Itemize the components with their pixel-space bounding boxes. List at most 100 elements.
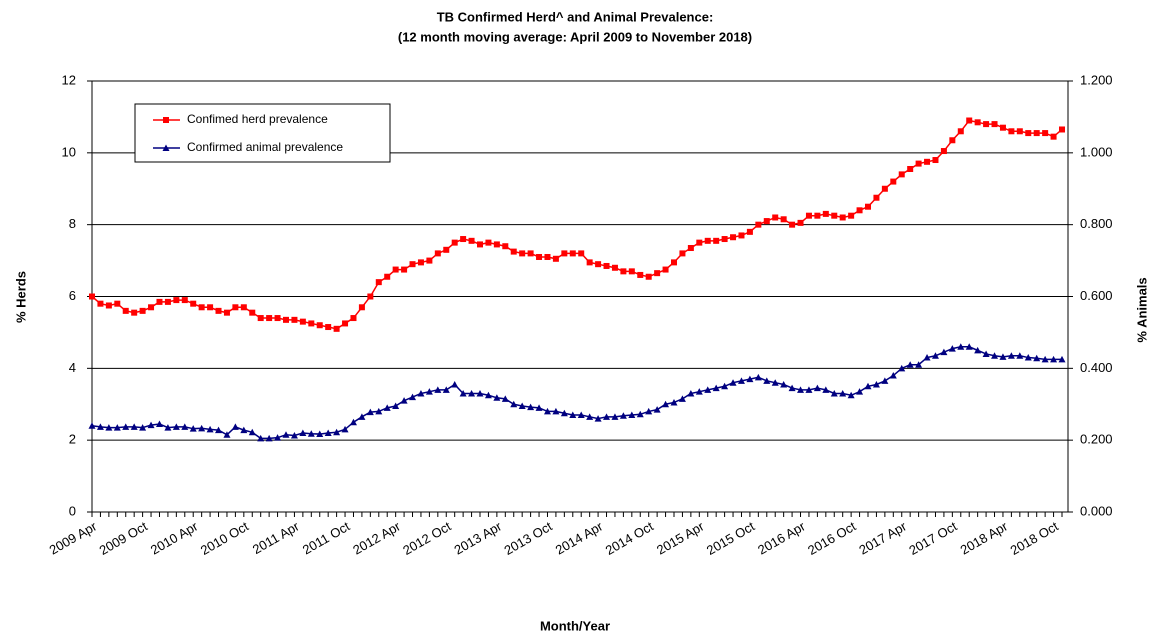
data-point	[560, 409, 568, 417]
data-point	[619, 412, 627, 419]
data-point	[915, 160, 922, 167]
data-point	[797, 219, 804, 226]
data-point	[746, 228, 753, 235]
data-point	[763, 218, 770, 225]
x-tick-label: 2010 Apr	[148, 518, 201, 557]
data-point	[737, 377, 745, 384]
data-point	[501, 395, 509, 402]
x-tick-label: 2011 Apr	[250, 518, 302, 557]
data-point	[130, 423, 138, 430]
data-point	[1008, 128, 1015, 135]
data-point	[983, 121, 990, 128]
chart-title: TB Confirmed Herd^ and Animal Prevalence…	[437, 9, 714, 24]
data-point	[653, 406, 661, 413]
data-point	[569, 250, 576, 257]
data-point	[611, 413, 619, 420]
x-tick-label: 2013 Oct	[502, 518, 556, 558]
data-point	[872, 380, 880, 388]
data-point	[982, 350, 990, 357]
data-point	[215, 426, 223, 434]
data-point	[754, 373, 762, 381]
data-point	[375, 279, 382, 286]
data-point	[1058, 355, 1066, 363]
y2-tick-label: 0.400	[1080, 360, 1113, 375]
data-point	[468, 389, 476, 397]
data-point	[240, 304, 247, 311]
data-point	[266, 315, 273, 322]
data-point	[788, 384, 796, 392]
data-point	[637, 271, 644, 278]
data-point	[190, 300, 197, 307]
data-point	[162, 144, 170, 151]
x-tick-label: 2013 Apr	[452, 518, 505, 557]
data-point	[510, 248, 517, 255]
y-axis-title: % Herds	[13, 271, 28, 323]
data-point	[257, 315, 264, 322]
data-point	[636, 410, 644, 418]
data-point	[274, 315, 281, 322]
data-point	[543, 407, 551, 415]
data-point	[966, 117, 973, 124]
data-point	[813, 384, 821, 392]
data-point	[628, 411, 636, 419]
data-point	[620, 268, 627, 275]
data-point	[291, 316, 298, 323]
data-point	[232, 304, 239, 311]
data-point	[400, 397, 408, 404]
data-point	[460, 236, 467, 243]
x-tick-label: 2014 Oct	[603, 518, 657, 558]
x-tick-label: 2017 Apr	[856, 518, 909, 557]
data-point	[164, 298, 171, 305]
y-tick-label: 2	[69, 432, 76, 447]
data-point	[569, 411, 577, 419]
data-point	[948, 345, 956, 352]
data-point	[999, 124, 1006, 131]
series-line	[91, 346, 1062, 440]
data-point	[122, 423, 130, 430]
data-point	[856, 388, 864, 395]
y2-tick-label: 0.800	[1080, 216, 1113, 231]
data-point	[1016, 128, 1023, 135]
data-point	[552, 255, 559, 262]
data-point	[206, 425, 214, 433]
data-point	[223, 309, 230, 316]
data-point	[316, 322, 323, 329]
data-point	[847, 391, 855, 399]
data-point	[536, 253, 543, 260]
data-point	[1033, 354, 1041, 362]
y2-tick-label: 0.200	[1080, 432, 1113, 447]
data-point	[535, 404, 543, 411]
data-point	[814, 212, 821, 219]
data-point	[451, 239, 458, 246]
data-point	[730, 234, 737, 241]
data-point	[780, 380, 788, 388]
data-point	[527, 403, 535, 411]
data-point	[544, 253, 551, 260]
data-point	[578, 250, 585, 257]
data-point	[830, 389, 838, 397]
data-point	[696, 239, 703, 246]
data-point	[173, 297, 180, 304]
data-point	[552, 407, 560, 415]
x-tick-label: 2012 Oct	[400, 518, 454, 558]
data-point	[493, 241, 500, 248]
data-point	[477, 241, 483, 248]
data-point	[324, 429, 332, 436]
data-point	[519, 250, 526, 257]
data-point	[148, 304, 155, 311]
data-point	[586, 259, 593, 266]
data-point	[172, 423, 180, 430]
data-point	[991, 121, 998, 128]
data-point	[839, 214, 846, 221]
data-point	[122, 307, 129, 314]
data-point	[965, 343, 973, 350]
data-point	[1025, 130, 1032, 137]
data-point	[687, 245, 694, 252]
data-point	[434, 250, 441, 257]
data-point	[189, 425, 197, 432]
data-point	[342, 320, 349, 327]
data-point	[392, 402, 400, 410]
data-point	[687, 389, 695, 397]
data-point	[932, 157, 939, 164]
